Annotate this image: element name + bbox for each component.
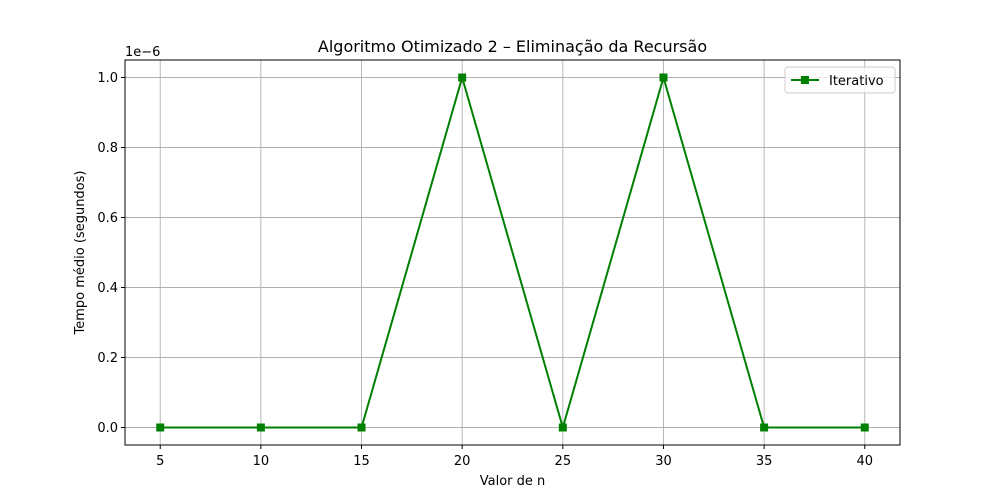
y-tick-label: 0.0: [97, 421, 118, 436]
x-tick-label: 20: [454, 454, 471, 469]
legend: Iterativo: [784, 66, 896, 94]
y-axis-label: Tempo médio (segundos): [73, 171, 88, 336]
data-point: [659, 73, 668, 82]
series-layer: [156, 73, 869, 432]
x-axis-label: Valor de n: [480, 474, 546, 489]
data-point: [558, 423, 567, 432]
y-axis-offset-label: 1e−6: [125, 45, 160, 60]
legend-label-iterativo: Iterativo: [829, 74, 884, 89]
y-tick-label: 0.4: [97, 281, 118, 296]
x-tick-label: 35: [756, 454, 773, 469]
x-tick-label: 25: [555, 454, 572, 469]
legend-marker-iterativo: [801, 76, 809, 84]
data-point: [156, 423, 165, 432]
x-tick-label: 5: [156, 454, 164, 469]
y-tick-label: 0.6: [97, 211, 118, 226]
series-line-iterativo: [160, 73, 865, 432]
x-tick-label: 10: [253, 454, 270, 469]
data-point: [760, 423, 769, 432]
x-tick-label: 30: [655, 454, 672, 469]
x-axis-ticks: 5 10 15 20 25 30 35 40: [156, 445, 873, 469]
y-axis-ticks: 0.0 0.2 0.4 0.6 0.8 1.0: [97, 71, 125, 436]
plot-frame: [124, 59, 901, 446]
chart-title: Algoritmo Otimizado 2 – Eliminação da Re…: [318, 37, 707, 56]
x-tick-label: 40: [856, 454, 873, 469]
data-point: [458, 73, 467, 82]
data-point: [357, 423, 366, 432]
legend-box: [784, 66, 896, 94]
data-point: [256, 423, 265, 432]
y-tick-label: 0.8: [97, 141, 118, 156]
y-tick-label: 0.2: [97, 351, 118, 366]
x-tick-label: 15: [353, 454, 370, 469]
data-point: [860, 423, 869, 432]
y-tick-label: 1.0: [97, 71, 118, 86]
